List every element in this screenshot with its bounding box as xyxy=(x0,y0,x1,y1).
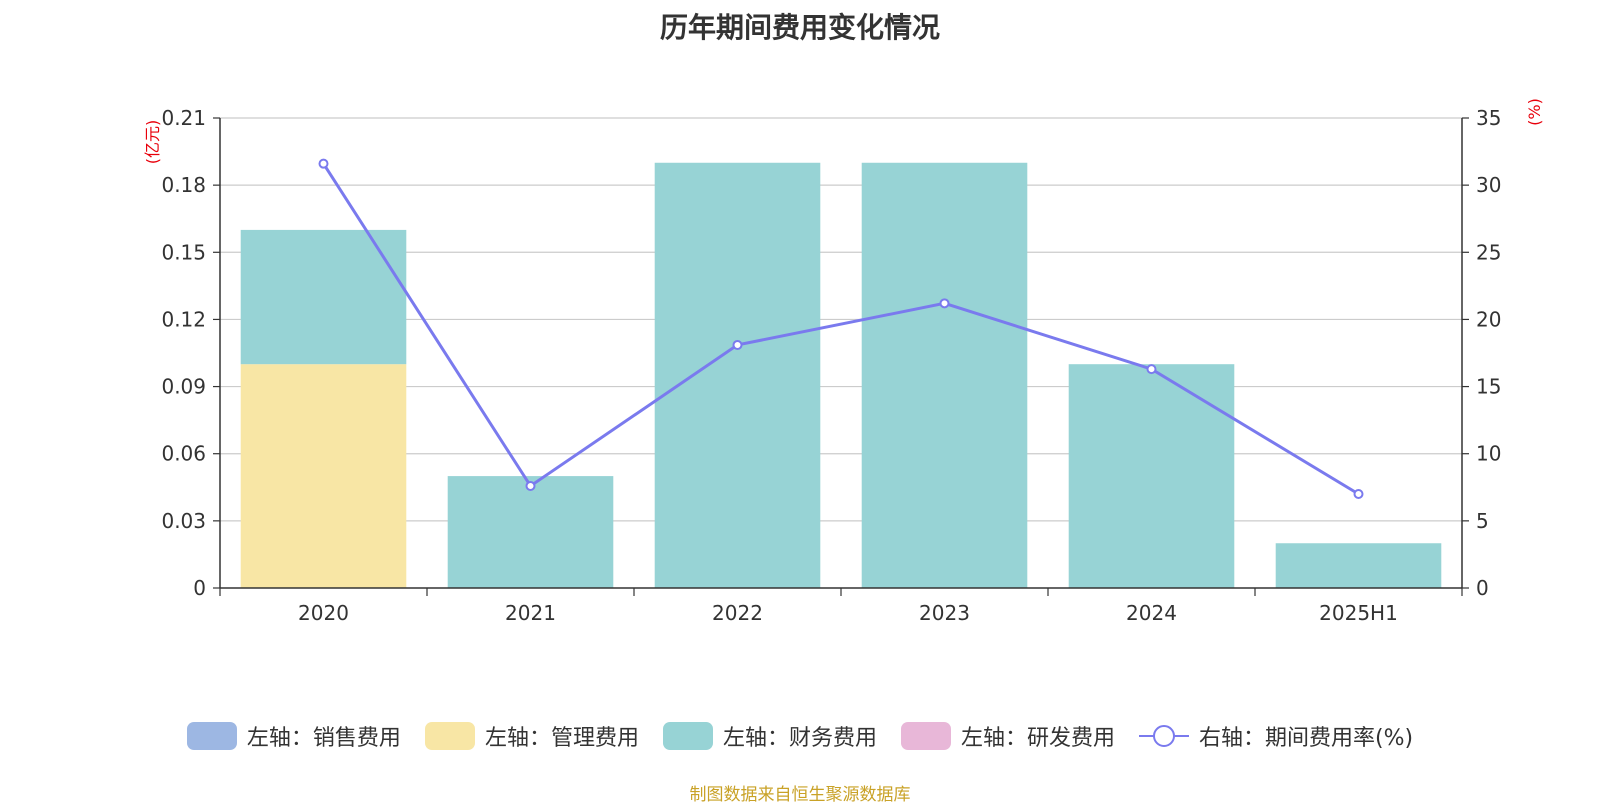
rate-line-path xyxy=(322,162,1360,496)
right-tick-label: 35 xyxy=(1476,106,1501,130)
left-tick-label: 0.09 xyxy=(161,375,206,399)
left-tick-label: 0.06 xyxy=(161,442,206,466)
x-tick-label: 2022 xyxy=(712,601,763,625)
legend-swatch-admin xyxy=(424,722,475,750)
bar-左轴：财务费用 xyxy=(1068,364,1235,588)
rate-line xyxy=(318,158,1364,499)
legend-swatch-finance xyxy=(662,722,713,750)
bar-左轴：管理费用 xyxy=(240,364,407,588)
rate-point xyxy=(939,298,950,309)
rate-point xyxy=(318,158,329,169)
right-tick-label: 25 xyxy=(1476,240,1501,264)
bar-左轴：财务费用 xyxy=(1275,543,1442,588)
legend-item-sales[interactable]: 左轴：销售费用 xyxy=(186,720,401,752)
legend-item-rate[interactable]: 右轴：期间费用率(%) xyxy=(1138,720,1414,752)
legend-item-admin[interactable]: 左轴：管理费用 xyxy=(424,720,639,752)
legend-swatch-rd xyxy=(900,722,951,750)
legend-label-finance: 左轴：财务费用 xyxy=(722,726,877,751)
x-tick-label: 2025H1 xyxy=(1319,601,1398,625)
rate-point xyxy=(732,339,743,350)
left-tick-label: 0.21 xyxy=(161,106,206,130)
rate-point xyxy=(1353,489,1364,499)
x-tick-label: 2020 xyxy=(298,601,349,625)
x-tick-label: 2024 xyxy=(1126,601,1177,625)
right-tick-label: 30 xyxy=(1476,173,1501,197)
right-tick-label: 5 xyxy=(1476,509,1489,533)
rate-point xyxy=(525,480,536,491)
legend-label-rate: 右轴：期间费用率(%) xyxy=(1198,726,1414,751)
left-tick-label: 0.15 xyxy=(161,240,206,264)
x-tick-label: 2023 xyxy=(919,601,970,625)
legend-label-sales: 左轴：销售费用 xyxy=(246,726,401,751)
right-tick-label: 15 xyxy=(1476,375,1501,399)
right-tick-label: 20 xyxy=(1476,307,1501,331)
bars xyxy=(240,162,1442,588)
left-tick-label: 0.18 xyxy=(161,173,206,197)
bar-左轴：财务费用 xyxy=(654,162,821,588)
left-tick-label: 0.03 xyxy=(161,509,206,533)
bar-左轴：财务费用 xyxy=(447,476,614,588)
left-tick-label: 0.12 xyxy=(161,307,206,331)
legend-item-finance[interactable]: 左轴：财务费用 xyxy=(662,720,877,752)
left-tick-label: 0 xyxy=(193,576,206,600)
legend: 左轴：销售费用 左轴：管理费用 左轴：财务费用 左轴：研发费用 右轴：期间费用率… xyxy=(0,720,1600,752)
chart-area: 0 0.03 0.06 0.09 0.12 0.15 0.18 0.21 0 5 10 15 20 25 3… xyxy=(143,98,1544,625)
legend-label-admin: 左轴：管理费用 xyxy=(484,726,639,751)
legend-label-rd: 左轴：研发费用 xyxy=(960,726,1115,751)
right-tick-label: 10 xyxy=(1476,442,1501,466)
legend-swatch-rate xyxy=(1138,725,1189,747)
rate-point xyxy=(1146,364,1157,375)
right-axis-unit: (%) xyxy=(1525,98,1544,126)
legend-item-rd[interactable]: 左轴：研发费用 xyxy=(900,720,1115,752)
chart-title: 历年期间费用变化情况 xyxy=(659,11,940,44)
grid-lines xyxy=(220,117,1462,522)
right-tick-label: 0 xyxy=(1476,576,1489,600)
bar-左轴：财务费用 xyxy=(240,229,407,365)
source-note: 制图数据来自恒生聚源数据库 xyxy=(689,785,911,805)
bar-左轴：财务费用 xyxy=(861,162,1028,588)
axes: 0 0.03 0.06 0.09 0.12 0.15 0.18 0.21 0 5 10 15 20 25 3… xyxy=(161,106,1501,625)
x-tick-label: 2021 xyxy=(505,601,556,625)
legend-swatch-sales xyxy=(186,722,237,750)
left-axis-unit: (亿元) xyxy=(143,120,162,165)
